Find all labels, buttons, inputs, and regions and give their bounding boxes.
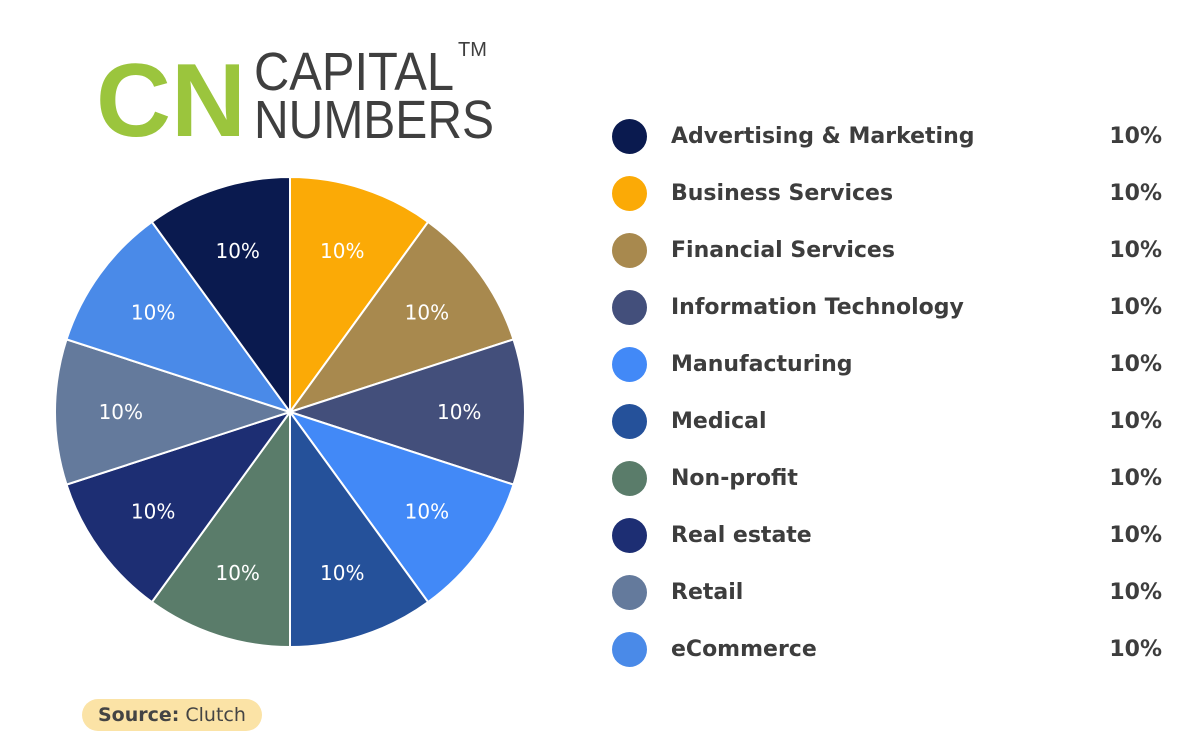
legend-value: 10%	[1109, 238, 1162, 263]
pie-slice-medical	[289, 408, 430, 649]
legend-swatch	[612, 575, 647, 610]
legend-swatch	[612, 347, 647, 382]
legend-value: 10%	[1109, 466, 1162, 491]
logo-line-numbers: NUMBERS	[254, 90, 494, 144]
legend-label: eCommerce	[671, 637, 817, 662]
legend-item: eCommerce 10%	[612, 621, 1172, 678]
slice-data-label: 10%	[405, 301, 449, 325]
legend-item: Real estate 10%	[612, 507, 1172, 564]
legend-item: Information Technology 10%	[612, 279, 1172, 336]
pie-slice-non-profit	[150, 408, 291, 649]
legend-label: Medical	[671, 409, 767, 434]
capital-numbers-logo: CN CAPITAL TM NUMBERS	[96, 40, 494, 144]
legend-label: Advertising & Marketing	[671, 124, 975, 149]
legend-value: 10%	[1109, 409, 1162, 434]
legend-value: 10%	[1109, 181, 1162, 206]
slice-data-label: 10%	[131, 499, 175, 523]
legend-label: Business Services	[671, 181, 894, 206]
pie-slice-retail	[54, 338, 294, 486]
legend-label: Real estate	[671, 523, 812, 548]
legend-swatch	[612, 233, 647, 268]
logo-line-capital: CAPITAL	[254, 42, 454, 102]
legend-swatch	[612, 176, 647, 211]
slice-data-label: 10%	[437, 400, 481, 424]
legend-item: Non-profit 10%	[612, 450, 1172, 507]
slice-data-label: 10%	[215, 239, 259, 263]
chart-legend: Advertising & Marketing 10% Business Servi…	[612, 108, 1172, 678]
legend-swatch	[612, 119, 647, 154]
slice-data-label: 10%	[215, 561, 259, 585]
legend-swatch	[612, 461, 647, 496]
legend-label: Non-profit	[671, 466, 798, 491]
legend-item: Business Services 10%	[612, 165, 1172, 222]
pie-slice-manufacturing	[287, 410, 515, 604]
legend-swatch	[612, 632, 647, 667]
legend-label: Manufacturing	[671, 352, 853, 377]
slice-data-label: 10%	[99, 400, 143, 424]
pie-chart: 10% 10% 10% 10% 10% 10% 10% 10% 10% 10%	[54, 175, 526, 649]
pie-slice-advertising-marketing	[150, 175, 291, 416]
legend-value: 10%	[1109, 124, 1162, 149]
pie-slice-ecommerce	[65, 220, 293, 414]
slice-data-label: 10%	[131, 301, 175, 325]
slice-data-label: 10%	[320, 561, 364, 585]
legend-value: 10%	[1109, 352, 1162, 377]
legend-value: 10%	[1109, 580, 1162, 605]
source-value: Clutch	[185, 704, 246, 726]
legend-item: Financial Services 10%	[612, 222, 1172, 279]
legend-swatch	[612, 518, 647, 553]
legend-value: 10%	[1109, 295, 1162, 320]
logo-trademark: TM	[458, 40, 487, 61]
legend-value: 10%	[1109, 523, 1162, 548]
legend-label: Financial Services	[671, 238, 895, 263]
source-badge: Source: Clutch	[82, 699, 262, 731]
slice-data-label: 10%	[320, 239, 364, 263]
source-key: Source:	[98, 704, 180, 726]
legend-value: 10%	[1109, 637, 1162, 662]
pie-slice-business-services	[289, 175, 430, 416]
legend-label: Information Technology	[671, 295, 964, 320]
logo-monogram: CN	[96, 43, 246, 144]
legend-swatch	[612, 290, 647, 325]
pie-slice-real-estate	[65, 410, 293, 604]
legend-swatch	[612, 404, 647, 439]
slice-data-label: 10%	[405, 499, 449, 523]
pie-slice-information-technology	[286, 338, 526, 486]
legend-item: Advertising & Marketing 10%	[612, 108, 1172, 165]
pie-slice-financial-services	[287, 220, 515, 414]
legend-item: Retail 10%	[612, 564, 1172, 621]
legend-item: Manufacturing 10%	[612, 336, 1172, 393]
legend-label: Retail	[671, 580, 744, 605]
legend-item: Medical 10%	[612, 393, 1172, 450]
